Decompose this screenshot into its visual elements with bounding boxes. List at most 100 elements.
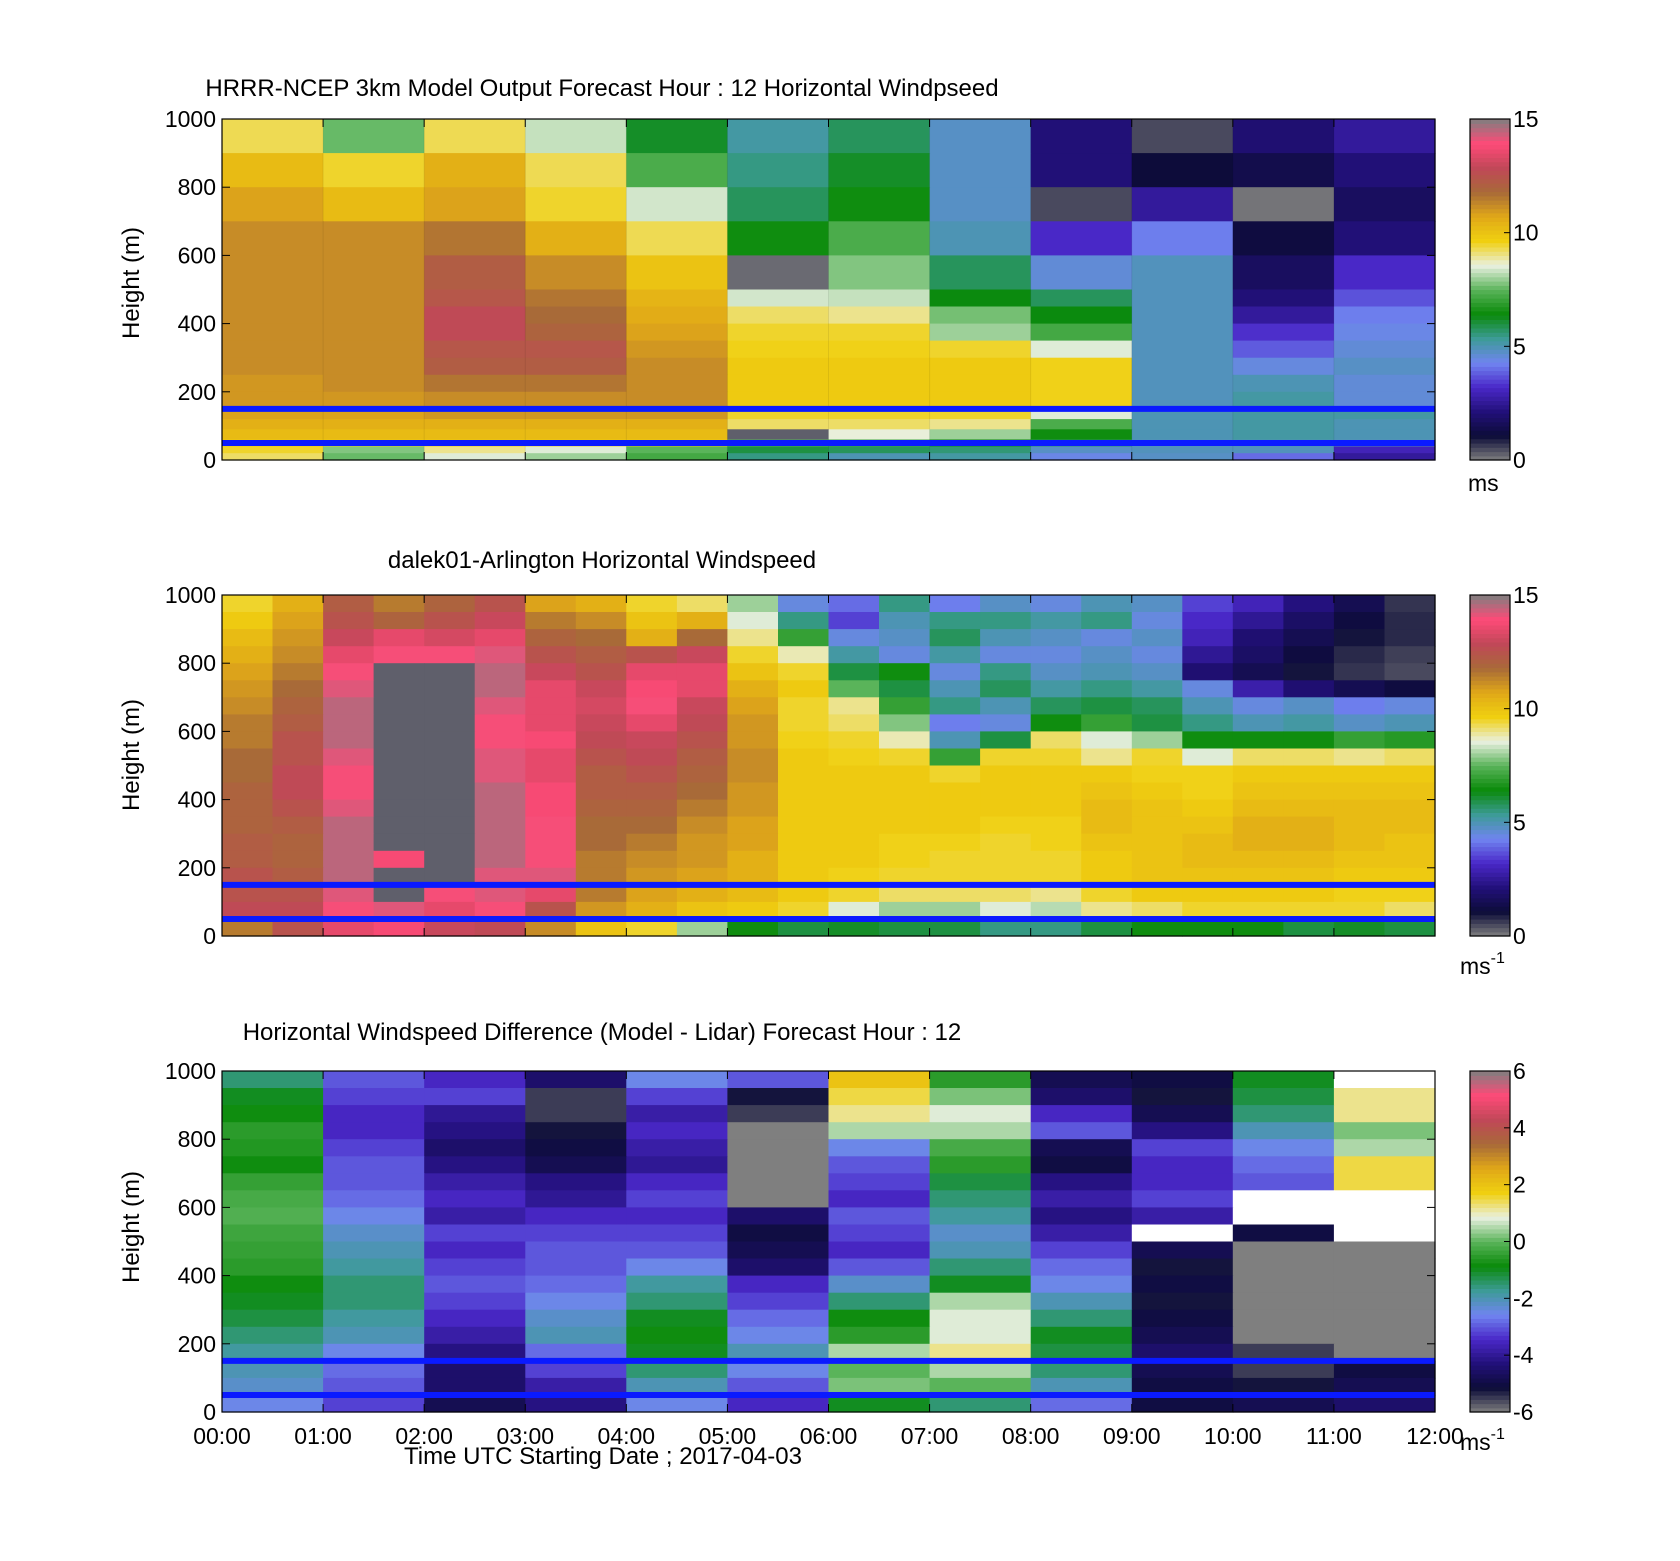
heatmap-cell	[525, 1309, 627, 1328]
colorbar-segment	[1470, 825, 1510, 831]
heatmap-cell	[373, 901, 425, 920]
heatmap-cell	[323, 884, 375, 903]
heatmap-cell	[424, 187, 526, 222]
heatmap-cell	[222, 629, 274, 647]
heatmap-cell	[828, 1173, 931, 1191]
colorbar-segment	[1470, 1296, 1510, 1302]
colorbar-segment	[1470, 315, 1510, 320]
x-tick-label: 08:00	[1002, 1423, 1060, 1449]
heatmap-cell	[1333, 419, 1436, 430]
colorbar-tick-label: 4	[1513, 1115, 1526, 1141]
heatmap-cell	[1030, 255, 1133, 291]
heatmap-cell	[879, 782, 931, 801]
heatmap-cell	[626, 1156, 728, 1174]
heatmap-cell	[272, 884, 324, 903]
heatmap-cell	[474, 884, 526, 903]
heatmap-cell	[1232, 1071, 1335, 1089]
heatmap-cell	[1131, 1190, 1234, 1208]
heatmap-cell	[828, 919, 880, 937]
heatmap-cell	[272, 765, 324, 784]
colorbar-frame	[1469, 594, 1511, 937]
heatmap-cell	[1333, 340, 1436, 359]
heatmap-cell	[828, 429, 931, 441]
heatmap-cell	[424, 255, 526, 291]
heatmap-cell	[1283, 765, 1335, 784]
heatmap-cell	[1182, 782, 1234, 801]
heatmap-cell	[1333, 884, 1385, 903]
colorbar-segment	[1470, 404, 1510, 410]
heatmap-cell	[525, 340, 627, 359]
heatmap-cell	[1131, 1241, 1234, 1260]
colorbar-segment	[1470, 1186, 1510, 1191]
x-tick-label: 00:00	[193, 1423, 251, 1449]
heatmap-cell	[1081, 833, 1133, 852]
heatmap-cell	[222, 782, 274, 801]
heatmap-cell	[1030, 453, 1133, 461]
colorbar-segment	[1470, 803, 1510, 809]
heatmap-cell	[575, 612, 627, 630]
heatmap-cell	[1232, 453, 1335, 461]
heatmap-cell	[474, 731, 526, 750]
heatmap-cell	[1182, 714, 1234, 732]
heatmap-cell	[828, 255, 931, 291]
colorbar-tick-label: 2	[1513, 1172, 1526, 1198]
heatmap-cell	[373, 595, 425, 613]
heatmap-cell	[222, 391, 324, 410]
heatmap-cell	[1030, 1122, 1133, 1140]
heatmap-cell	[879, 884, 931, 903]
heatmap-cell	[323, 782, 375, 801]
heatmap-cell	[1030, 1241, 1133, 1260]
heatmap-cell	[727, 429, 830, 441]
heatmap-cell	[1081, 612, 1133, 630]
heatmap-cell	[1131, 1377, 1234, 1396]
heatmap-cell	[929, 1309, 1032, 1328]
colorbar-segment	[1470, 442, 1510, 448]
colorbar-segment	[1470, 1164, 1510, 1170]
heatmap-cell	[828, 340, 931, 359]
colorbar-segment	[1470, 1386, 1510, 1392]
heatmap-cell	[222, 340, 324, 359]
heatmap-cell	[879, 919, 931, 937]
colorbar-tick-label: 15	[1513, 106, 1539, 132]
heatmap-cell	[1030, 663, 1082, 681]
heatmap-cell	[525, 1173, 627, 1191]
heatmap-cell	[1384, 714, 1436, 732]
heatmap-cell	[828, 901, 880, 920]
heatmap-cell	[424, 850, 476, 869]
colorbar-segment	[1470, 893, 1510, 899]
heatmap-cell	[222, 731, 274, 750]
heatmap-cell	[1232, 1395, 1335, 1413]
colorbar-segment	[1470, 599, 1510, 605]
heatmap-cell	[676, 680, 728, 698]
heatmap-cell	[525, 765, 577, 784]
heatmap-cell	[1030, 731, 1082, 750]
heatmap-cell	[1131, 289, 1234, 308]
colorbar: 0 5 10 15 ms-1	[1460, 582, 1539, 979]
heatmap-cell	[626, 646, 678, 664]
heatmap-cell	[1030, 1088, 1133, 1106]
heatmap-cell	[929, 1122, 1032, 1140]
heatmap-cell	[828, 629, 880, 647]
colorbar-segment	[1470, 624, 1510, 630]
heatmap-cell	[676, 867, 728, 886]
heatmap-cell	[1232, 289, 1335, 308]
heatmap-cell	[1232, 1139, 1335, 1157]
heatmap-cells	[222, 1071, 1436, 1413]
heatmap-cell	[626, 1326, 728, 1345]
heatmap-cell	[1232, 748, 1284, 767]
heatmap-cell	[424, 408, 526, 420]
heatmap-cell	[1030, 1190, 1133, 1208]
heatmap-cell	[525, 306, 627, 325]
heatmap-cell	[778, 646, 830, 664]
x-tick-label: 07:00	[901, 1423, 959, 1449]
heatmap-cell	[1182, 731, 1234, 750]
heatmap-cell	[778, 901, 830, 920]
colorbar-segment	[1470, 923, 1510, 929]
heatmap-cell	[1333, 850, 1385, 869]
colorbar-segment	[1470, 127, 1510, 133]
heatmap-cell	[222, 901, 274, 920]
heatmap-cell	[727, 646, 779, 664]
y-tick-label: 1000	[165, 582, 216, 608]
colorbar-segment	[1470, 1326, 1510, 1332]
heatmap-cell	[424, 391, 526, 410]
